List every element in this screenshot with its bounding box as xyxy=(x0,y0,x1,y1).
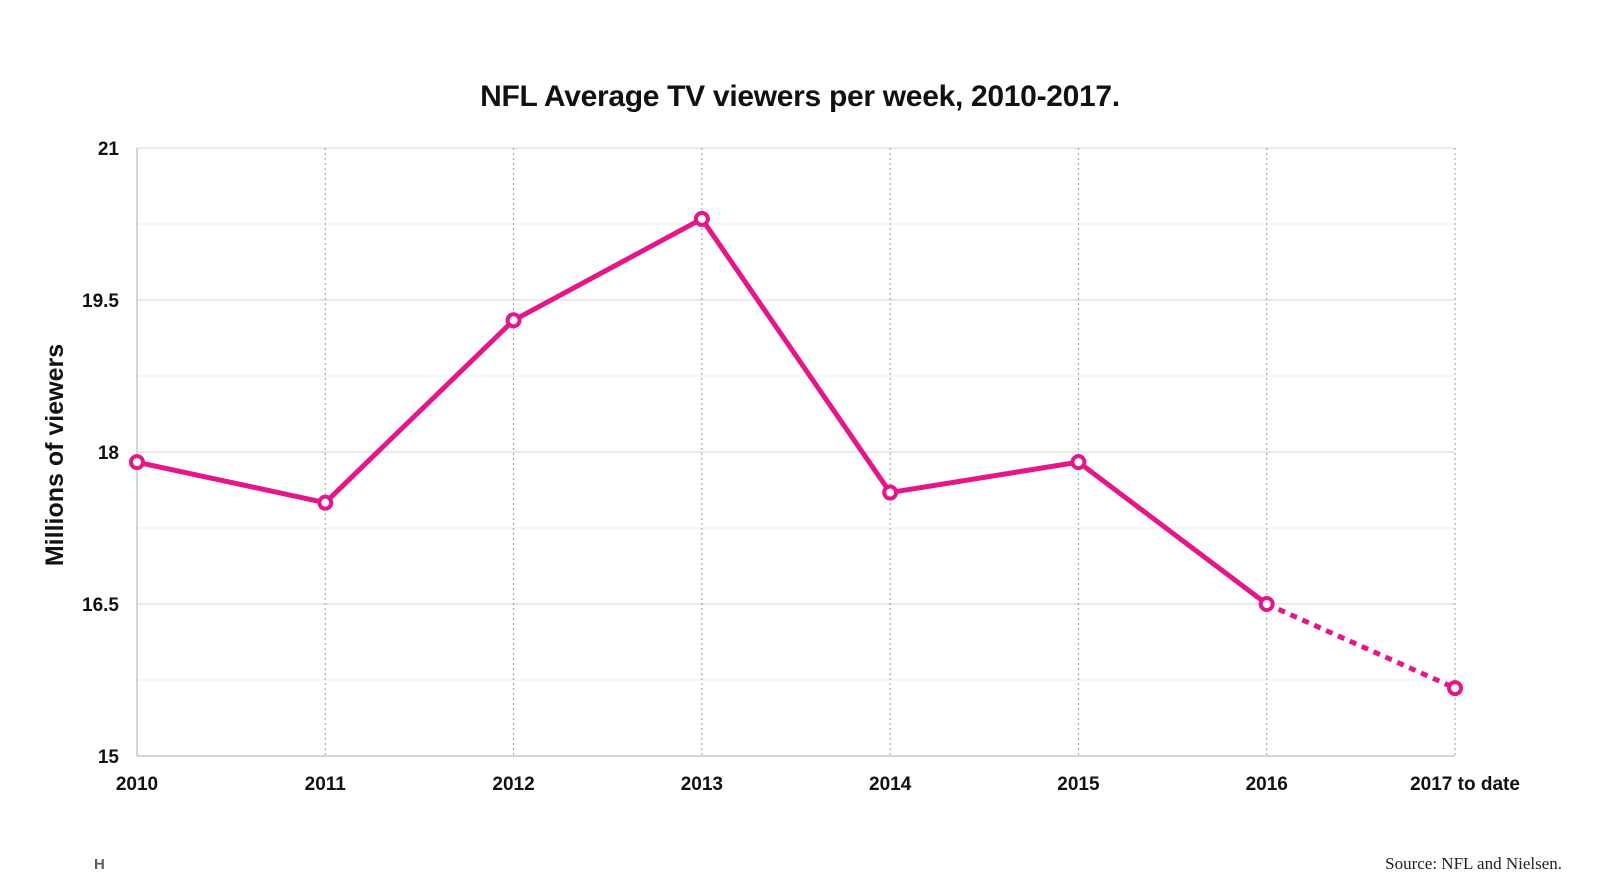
line-segment xyxy=(511,216,705,323)
x-tick-labels: 2010 2011 2012 2013 2014 2015 2016 2017 to date xyxy=(116,774,1520,795)
data-point xyxy=(505,312,522,329)
y-tick-label: 15 xyxy=(98,747,120,768)
source-note: Source: NFL and Nielsen. xyxy=(1385,854,1562,873)
grid-layer xyxy=(137,147,1456,756)
x-tick-label: 2016 xyxy=(1246,774,1288,795)
axis-layer xyxy=(136,148,1455,757)
x-tick-label: 2014 xyxy=(869,774,912,795)
data-point xyxy=(1447,680,1463,697)
x-tick-label: 2012 xyxy=(492,774,534,795)
y-tick-label: 19.5 xyxy=(82,291,119,312)
line-segment xyxy=(1075,459,1270,607)
x-tick-label: 2011 xyxy=(305,774,347,795)
x-tick-label: 2017 to date xyxy=(1410,774,1520,795)
y-tick-labels: 15 16.5 18 19.5 21 xyxy=(82,139,119,768)
data-point xyxy=(882,484,899,501)
line-segment xyxy=(134,459,328,506)
series-line xyxy=(134,216,1457,691)
data-point xyxy=(317,494,334,511)
data-point xyxy=(693,210,710,227)
x-tick-label: 2010 xyxy=(116,774,158,795)
y-tick-label: 21 xyxy=(98,139,120,160)
logo: H xyxy=(94,856,105,873)
line-segment xyxy=(887,459,1081,496)
x-tick-label: 2013 xyxy=(681,774,723,795)
y-axis-title: Millions of viewers xyxy=(41,344,69,566)
line-segment xyxy=(322,317,517,506)
line-segment-dotted xyxy=(1265,601,1457,691)
y-tick-label: 18 xyxy=(98,443,119,464)
y-tick-label: 16.5 xyxy=(82,595,119,616)
line-segment xyxy=(699,216,893,496)
data-point xyxy=(129,454,145,471)
data-point xyxy=(1258,596,1275,612)
x-tick-label: 2015 xyxy=(1057,774,1100,795)
series-points xyxy=(129,210,1463,697)
data-point xyxy=(1070,454,1087,471)
chart-title: NFL Average TV viewers per week, 2010-20… xyxy=(480,80,1120,113)
